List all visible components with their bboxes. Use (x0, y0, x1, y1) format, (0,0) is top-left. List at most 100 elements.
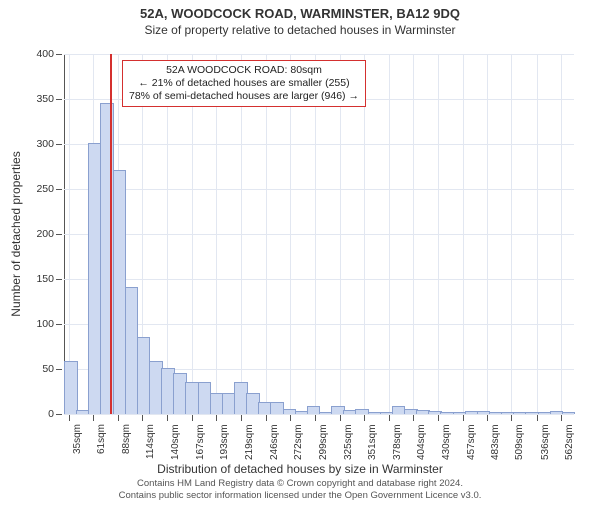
x-tick-label: 404sqm (416, 424, 427, 460)
gridline-v (192, 54, 193, 414)
annotation-line-3: 78% of semi-detached houses are larger (… (129, 90, 359, 103)
gridline-v (389, 54, 390, 414)
x-tick (192, 415, 193, 421)
x-tick (69, 415, 70, 421)
y-tick-label: 200 (36, 228, 54, 240)
x-tick (93, 415, 94, 421)
annotation-line-2: ← 21% of detached houses are smaller (25… (129, 77, 359, 90)
y-tick-label: 300 (36, 138, 54, 150)
x-tick-label: 88sqm (121, 424, 132, 454)
gridline-v (561, 54, 562, 414)
x-tick-label: 193sqm (219, 424, 230, 460)
x-tick-label: 509sqm (514, 424, 525, 460)
y-tick (56, 189, 62, 190)
gridline-h (64, 414, 574, 415)
gridline-h (64, 234, 574, 235)
histogram-bar (562, 412, 576, 414)
x-tick (167, 415, 168, 421)
gridline-v (216, 54, 217, 414)
y-tick-label: 150 (36, 273, 54, 285)
y-tick-label: 250 (36, 183, 54, 195)
y-tick (56, 54, 62, 55)
gridline-v (241, 54, 242, 414)
gridline-v (413, 54, 414, 414)
x-tick (537, 415, 538, 421)
gridline-v (463, 54, 464, 414)
gridline-h (64, 279, 574, 280)
gridline-v (438, 54, 439, 414)
x-tick (315, 415, 316, 421)
x-tick-label: 35sqm (72, 424, 83, 454)
y-axis-label: Number of detached properties (9, 151, 23, 316)
y-tick-label: 100 (36, 318, 54, 330)
attribution-line-2: Contains public sector information licen… (0, 490, 600, 502)
x-tick-label: 536sqm (540, 424, 551, 460)
x-tick-label: 272sqm (293, 424, 304, 460)
y-tick (56, 99, 62, 100)
y-tick-label: 50 (42, 363, 54, 375)
page-subtitle: Size of property relative to detached ho… (0, 23, 600, 37)
page-title: 52A, WOODCOCK ROAD, WARMINSTER, BA12 9DQ (0, 6, 600, 21)
x-tick (340, 415, 341, 421)
annotation-line-1: 52A WOODCOCK ROAD: 80sqm (129, 64, 359, 77)
y-tick (56, 234, 62, 235)
x-tick (118, 415, 119, 421)
annotation-box: 52A WOODCOCK ROAD: 80sqm← 21% of detache… (122, 60, 366, 107)
gridline-v (266, 54, 267, 414)
histogram-chart: 05010015020025030035040035sqm61sqm88sqm1… (64, 54, 574, 414)
gridline-v (487, 54, 488, 414)
y-tick-label: 0 (48, 408, 54, 420)
y-tick (56, 414, 62, 415)
x-tick-label: 246sqm (269, 424, 280, 460)
x-tick (413, 415, 414, 421)
y-tick (56, 279, 62, 280)
x-tick (241, 415, 242, 421)
gridline-v (167, 54, 168, 414)
marker-line (110, 54, 112, 414)
y-tick-label: 400 (36, 48, 54, 60)
gridline-v (511, 54, 512, 414)
gridline-v (290, 54, 291, 414)
x-axis-label: Distribution of detached houses by size … (0, 462, 600, 476)
x-tick (487, 415, 488, 421)
x-tick (389, 415, 390, 421)
x-tick-label: 378sqm (392, 424, 403, 460)
x-tick-label: 351sqm (367, 424, 378, 460)
gridline-h (64, 54, 574, 55)
x-tick-label: 219sqm (244, 424, 255, 460)
x-tick-label: 61sqm (96, 424, 107, 454)
x-tick (142, 415, 143, 421)
x-tick (438, 415, 439, 421)
gridline-v (364, 54, 365, 414)
x-tick (290, 415, 291, 421)
x-tick-label: 430sqm (441, 424, 452, 460)
x-tick-label: 325sqm (343, 424, 354, 460)
x-tick-label: 114sqm (145, 424, 156, 459)
gridline-v (340, 54, 341, 414)
x-tick-label: 140sqm (170, 424, 181, 460)
x-tick (561, 415, 562, 421)
x-tick-label: 167sqm (195, 424, 206, 460)
y-tick (56, 144, 62, 145)
histogram-bar (64, 361, 78, 414)
x-tick (216, 415, 217, 421)
plot-area: 05010015020025030035040035sqm61sqm88sqm1… (64, 54, 574, 414)
x-tick-label: 299sqm (318, 424, 329, 460)
x-tick (511, 415, 512, 421)
gridline-v (315, 54, 316, 414)
gridline-v (537, 54, 538, 414)
y-tick (56, 369, 62, 370)
y-tick (56, 324, 62, 325)
x-tick (463, 415, 464, 421)
attribution-line-1: Contains HM Land Registry data © Crown c… (0, 478, 600, 490)
x-tick (266, 415, 267, 421)
gridline-h (64, 189, 574, 190)
x-tick (364, 415, 365, 421)
gridline-h (64, 144, 574, 145)
x-tick-label: 562sqm (564, 424, 575, 460)
x-tick-label: 483sqm (490, 424, 501, 460)
y-tick-label: 350 (36, 93, 54, 105)
gridline-h (64, 324, 574, 325)
x-tick-label: 457sqm (466, 424, 477, 460)
attribution-text: Contains HM Land Registry data © Crown c… (0, 478, 600, 502)
